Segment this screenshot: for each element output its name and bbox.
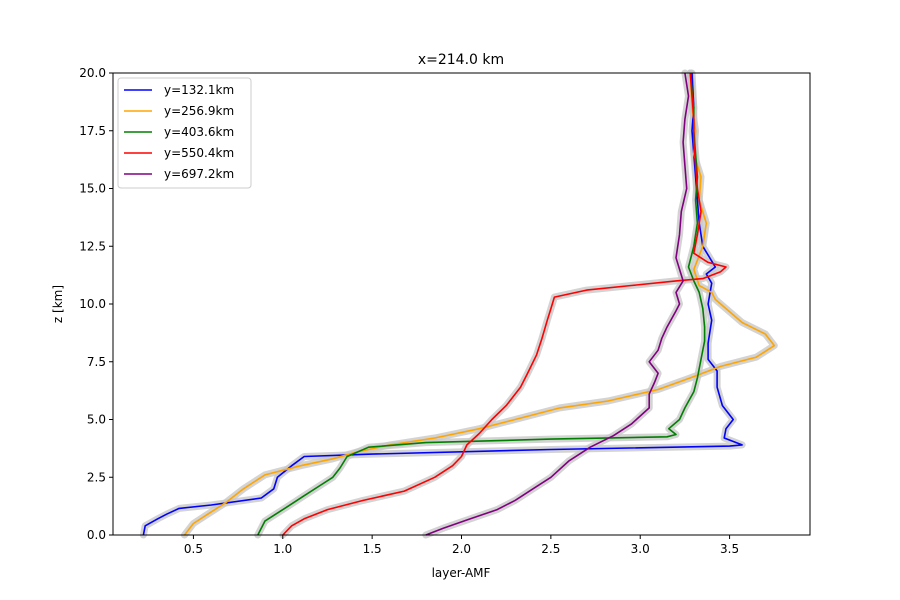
legend-label: y=550.4km [164, 146, 234, 160]
y-tick-label: 5.0 [87, 413, 106, 427]
x-tick-label: 2.0 [452, 542, 471, 556]
y-tick-label: 2.5 [87, 470, 106, 484]
y-tick-label: 0.0 [87, 528, 106, 542]
y-tick-label: 15.0 [79, 182, 106, 196]
y-tick-label: 7.5 [87, 355, 106, 369]
series-line-5 [425, 72, 690, 536]
y-tick-label: 12.5 [79, 239, 106, 253]
series-line-2 [183, 72, 776, 536]
y-axis-label: z [km] [51, 285, 65, 323]
legend-box [117, 77, 252, 189]
x-tick-label: 2.5 [541, 542, 560, 556]
y-tick-label: 17.5 [79, 124, 106, 138]
x-axis-ticks: 0.5 1.0 1.5 2.0 2.5 3.0 3.5 [184, 535, 739, 556]
series-line-3 [257, 72, 706, 536]
x-tick-label: 1.0 [273, 542, 292, 556]
legend-label: y=403.6km [164, 125, 234, 139]
series-line-4 [282, 72, 727, 536]
x-tick-label: 3.5 [720, 542, 739, 556]
y-axis-ticks: 0.0 2.5 5.0 7.5 10.0 12.5 15.0 17.5 20.0 [79, 66, 113, 542]
chart-title: x=214.0 km [418, 52, 504, 68]
y-tick-label: 10.0 [79, 297, 106, 311]
x-axis-label: layer-AMF [432, 566, 491, 580]
x-tick-label: 1.5 [363, 542, 382, 556]
legend: y=132.1km y=256.9km y=403.6km y=550.4km y=69… [117, 77, 252, 189]
legend-label: y=132.1km [164, 83, 234, 97]
x-tick-label: 0.5 [184, 542, 203, 556]
legend-label: y=697.2km [164, 167, 234, 181]
series-line-1 [142, 72, 743, 536]
y-tick-label: 20.0 [79, 66, 106, 80]
legend-label: y=256.9km [164, 104, 234, 118]
series-lines [142, 72, 776, 536]
x-tick-label: 3.0 [631, 542, 650, 556]
